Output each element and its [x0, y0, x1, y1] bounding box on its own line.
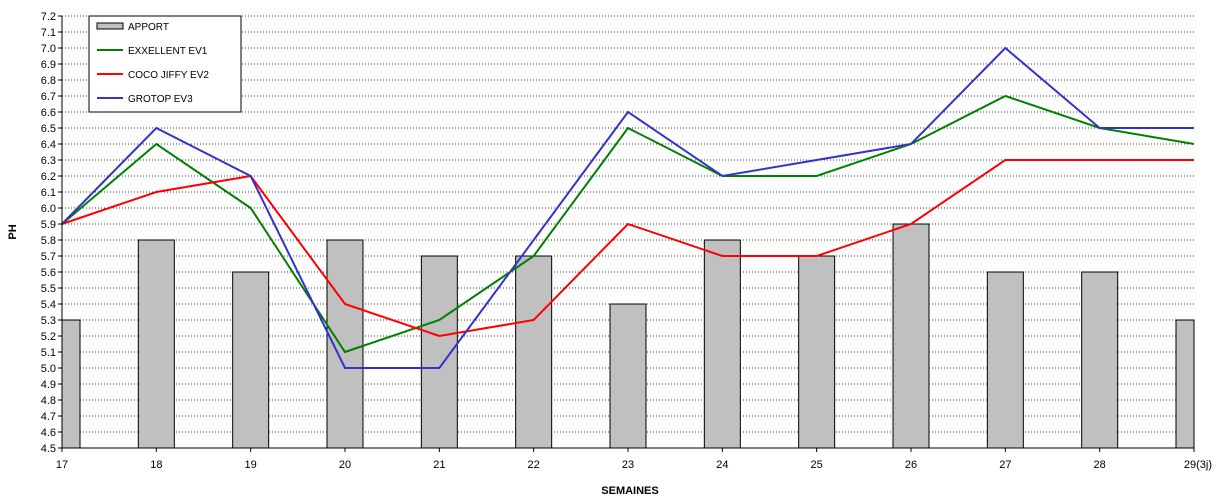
y-tick-label: 6.8: [41, 75, 56, 87]
y-tick-label: 4.8: [41, 395, 56, 407]
y-tick-label: 6.4: [41, 139, 56, 151]
bar: [232, 271, 270, 449]
x-axis-title: SEMAINES: [601, 485, 658, 497]
y-tick-label: 5.3: [41, 315, 56, 327]
y-tick-label: 6.0: [41, 203, 56, 215]
x-tick-label: 23: [622, 459, 634, 471]
series-line: [61, 46, 1194, 369]
y-tick-label: 5.5: [41, 283, 56, 295]
bar: [1081, 271, 1119, 449]
y-tick-label: 5.2: [41, 331, 56, 343]
y-tick-label: 4.9: [41, 379, 56, 391]
x-tick-label: 29(3j): [1184, 459, 1212, 471]
y-tick-label: 6.1: [41, 187, 56, 199]
bar: [609, 303, 647, 449]
legend-swatch: [96, 22, 124, 30]
y-tick-label: 5.0: [41, 363, 56, 375]
y-tick-label: 5.6: [41, 267, 56, 279]
x-tick-label: 20: [339, 459, 351, 471]
y-tick-label: 6.9: [41, 59, 56, 71]
x-tick-label: 25: [811, 459, 823, 471]
bar-series: [61, 223, 1195, 449]
x-tick-label: 24: [716, 459, 728, 471]
bar: [798, 255, 836, 449]
bar: [892, 223, 930, 449]
bar: [515, 255, 553, 449]
y-tick-label: 6.7: [41, 91, 56, 103]
legend-label: COCO JIFFY EV2: [128, 70, 209, 81]
legend-label: GROTOP EV3: [128, 94, 193, 105]
axes: [58, 15, 1195, 452]
x-tick-label: 21: [433, 459, 445, 471]
x-tick-label: 28: [1094, 459, 1106, 471]
y-tick-label: 7.2: [41, 11, 56, 23]
x-tick-label: 26: [905, 459, 917, 471]
y-tick-label: 5.4: [41, 299, 56, 311]
y-tick-label: 6.6: [41, 107, 56, 119]
y-tick-label: 6.3: [41, 155, 56, 167]
series-line: [61, 94, 1195, 354]
legend: APPORT EXXELLENT EV1 COCO JIFFY EV2 GROTOP …: [88, 15, 242, 113]
y-tick-labels: 4.5 4.6 4.7 4.8 4.9 5.0 5.1 5.2 5.3 5.4 5.5 5.6 5.7 5…: [41, 11, 56, 455]
y-tick-label: 4.6: [41, 427, 56, 439]
y-tick-label: 5.9: [41, 219, 56, 231]
x-tick-label: 18: [150, 459, 162, 471]
y-tick-label: 4.7: [41, 411, 56, 423]
y-tick-label: 7.0: [41, 43, 56, 55]
y-tick-label: 5.8: [41, 235, 56, 247]
y-axis-title: PH: [7, 224, 19, 239]
y-tick-label: 5.7: [41, 251, 56, 263]
y-tick-label: 4.5: [41, 443, 56, 455]
line-series: [61, 46, 1195, 369]
legend-label: EXXELLENT EV1: [128, 46, 208, 57]
y-tick-label: 6.5: [41, 123, 56, 135]
x-tick-label: 27: [999, 459, 1011, 471]
x-tick-label: 19: [245, 459, 257, 471]
legend-label: APPORT: [128, 22, 169, 33]
bar: [703, 239, 741, 449]
y-tick-label: 7.1: [41, 27, 56, 39]
x-tick-labels: 17 18 19 20 21 22 23 24 25 26 27 28 29(3j): [56, 459, 1212, 471]
bar: [986, 271, 1024, 449]
legend-box: [88, 15, 242, 113]
bar: [61, 319, 81, 449]
bar: [1175, 319, 1195, 449]
bar: [137, 239, 175, 449]
x-tick-label: 17: [56, 459, 68, 471]
x-tick-label: 22: [528, 459, 540, 471]
y-tick-label: 5.1: [41, 347, 56, 359]
y-tick-label: 6.2: [41, 171, 56, 183]
